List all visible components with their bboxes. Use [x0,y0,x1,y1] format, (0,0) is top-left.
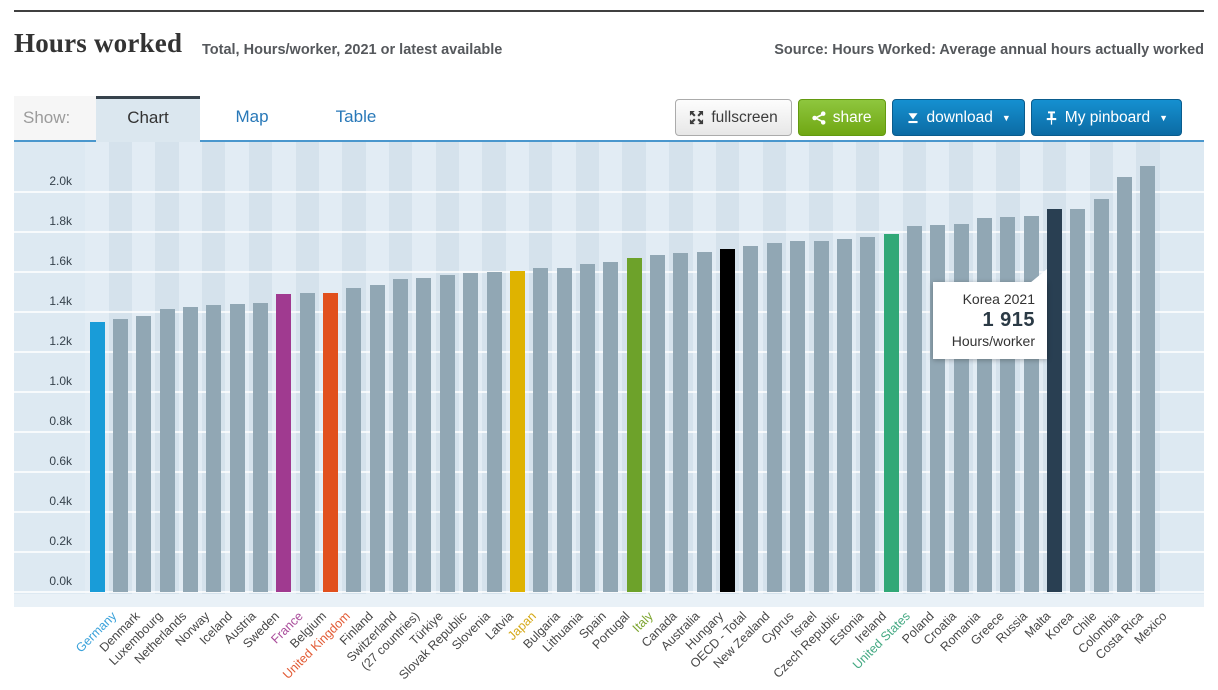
bar-greece[interactable] [976,217,992,592]
bar-australia[interactable] [673,253,689,592]
bar-italy[interactable] [626,258,642,592]
bar-cyprus[interactable] [766,243,782,592]
bar-denmark[interactable] [112,319,128,592]
fullscreen-button[interactable]: fullscreen [675,99,792,136]
y-tick-label: 0.8k [49,414,72,428]
bar-ireland[interactable] [860,237,876,592]
bar-france[interactable] [276,294,292,592]
bar-oecd-total[interactable] [720,248,736,592]
bar-spain[interactable] [579,263,595,592]
plot-area: 0.0k 0.2k 0.4k 0.6k 0.8k 1.0k 1.2k 1.4k 1.6k 1.8k… [14,142,1204,594]
bar-hungary[interactable] [696,252,712,592]
x-axis-strip [14,594,1204,607]
pinboard-button[interactable]: My pinboard ▼ [1030,99,1182,136]
bar-germany[interactable] [89,322,105,592]
toolbar: fullscreen share download ▼ My pinboard … [675,99,1182,136]
tabs: Chart Map Table [96,96,408,142]
fullscreen-label: fullscreen [711,108,778,126]
tooltip-arrow [1030,269,1047,283]
y-tick-label: 0.6k [49,454,72,468]
share-button[interactable]: share [797,99,886,136]
y-gridline [14,191,1204,193]
bar-croatia[interactable] [930,225,946,592]
bar-netherlands[interactable] [159,308,175,592]
bar-slovenia[interactable] [463,272,479,592]
bar-portugal[interactable] [603,262,619,592]
y-tick-label: 0.4k [49,494,72,508]
share-icon [812,110,826,125]
bar-iceland[interactable] [206,305,222,592]
bar-korea[interactable] [1047,209,1063,592]
korea-tooltip: Korea 2021 1 915 Hours/worker [933,269,1047,359]
show-label: Show: [14,96,96,140]
bar-czech-republic[interactable] [813,241,829,592]
y-tick-label: 1.8k [49,214,72,228]
bar-canada[interactable] [650,255,666,592]
bar-finland[interactable] [346,288,362,592]
bar-chile[interactable] [1070,208,1086,592]
download-icon [906,111,920,125]
bar-norway[interactable] [182,306,198,592]
bar-bulgaria[interactable] [533,268,549,592]
tab-bar: Show: Chart Map Table fullscreen share d… [14,96,1204,142]
bar-luxembourg[interactable] [136,315,152,592]
bar-poland[interactable] [906,226,922,592]
bar-new-zealand[interactable] [743,246,759,592]
bar-russia[interactable] [1000,217,1016,592]
download-button[interactable]: download ▼ [891,99,1025,136]
tooltip-title: Korea 2021 [962,291,1035,307]
chart-area: 0.0k 0.2k 0.4k 0.6k 0.8k 1.0k 1.2k 1.4k 1.6k 1.8k… [14,142,1204,690]
bar--27-countries-[interactable] [393,278,409,592]
bar-mexico[interactable] [1140,166,1156,592]
page-header: Hours worked Total, Hours/worker, 2021 o… [14,12,1204,96]
tab-map[interactable]: Map [235,107,269,126]
y-tick-label: 1.0k [49,374,72,388]
y-gridline [14,231,1204,233]
source-note: Source: Hours Worked: Average annual hou… [774,42,1204,58]
pin-icon [1045,110,1058,125]
fullscreen-icon [689,110,704,125]
y-tick-label: 0.0k [49,574,72,588]
bar-switzerland[interactable] [369,285,385,592]
bar-sweden[interactable] [252,303,268,592]
page-title: Hours worked [14,28,183,58]
download-caret-icon: ▼ [1001,112,1011,123]
bar-colombia[interactable] [1093,199,1109,592]
bar-slovak-republic[interactable] [439,275,455,592]
bar-united-states[interactable] [883,233,899,592]
tab-chart[interactable]: Chart [96,96,200,142]
y-tick-label: 1.2k [49,334,72,348]
bar-austria[interactable] [229,303,245,592]
bar-estonia[interactable] [836,238,852,592]
bar-latvia[interactable] [486,271,502,592]
pinboard-label: My pinboard [1064,108,1151,126]
y-tick-label: 1.6k [49,254,72,268]
y-tick-label: 2.0k [49,174,72,188]
bar-romania[interactable] [953,224,969,592]
bar-lithuania[interactable] [556,268,572,592]
page-subtitle: Total, Hours/worker, 2021 or latest avai… [202,42,503,58]
tooltip-value: 1 915 [982,309,1035,331]
pinboard-caret-icon: ▼ [1159,112,1168,123]
share-label: share [832,108,872,126]
bar-united-kingdom[interactable] [323,292,339,592]
y-tick-label: 1.4k [49,294,72,308]
y-tick-label: 0.2k [49,534,72,548]
bar-costa-rica[interactable] [1117,177,1133,592]
tooltip-unit: Hours/worker [951,333,1035,349]
tab-table[interactable]: Table [335,107,377,126]
download-label: download [926,108,993,126]
bar-israel[interactable] [790,241,806,592]
bar-t-rkiye[interactable] [416,277,432,592]
y-gridline [14,591,1204,593]
bar-belgium[interactable] [299,293,315,592]
bar-japan[interactable] [509,270,525,592]
header-divider [14,10,1204,12]
